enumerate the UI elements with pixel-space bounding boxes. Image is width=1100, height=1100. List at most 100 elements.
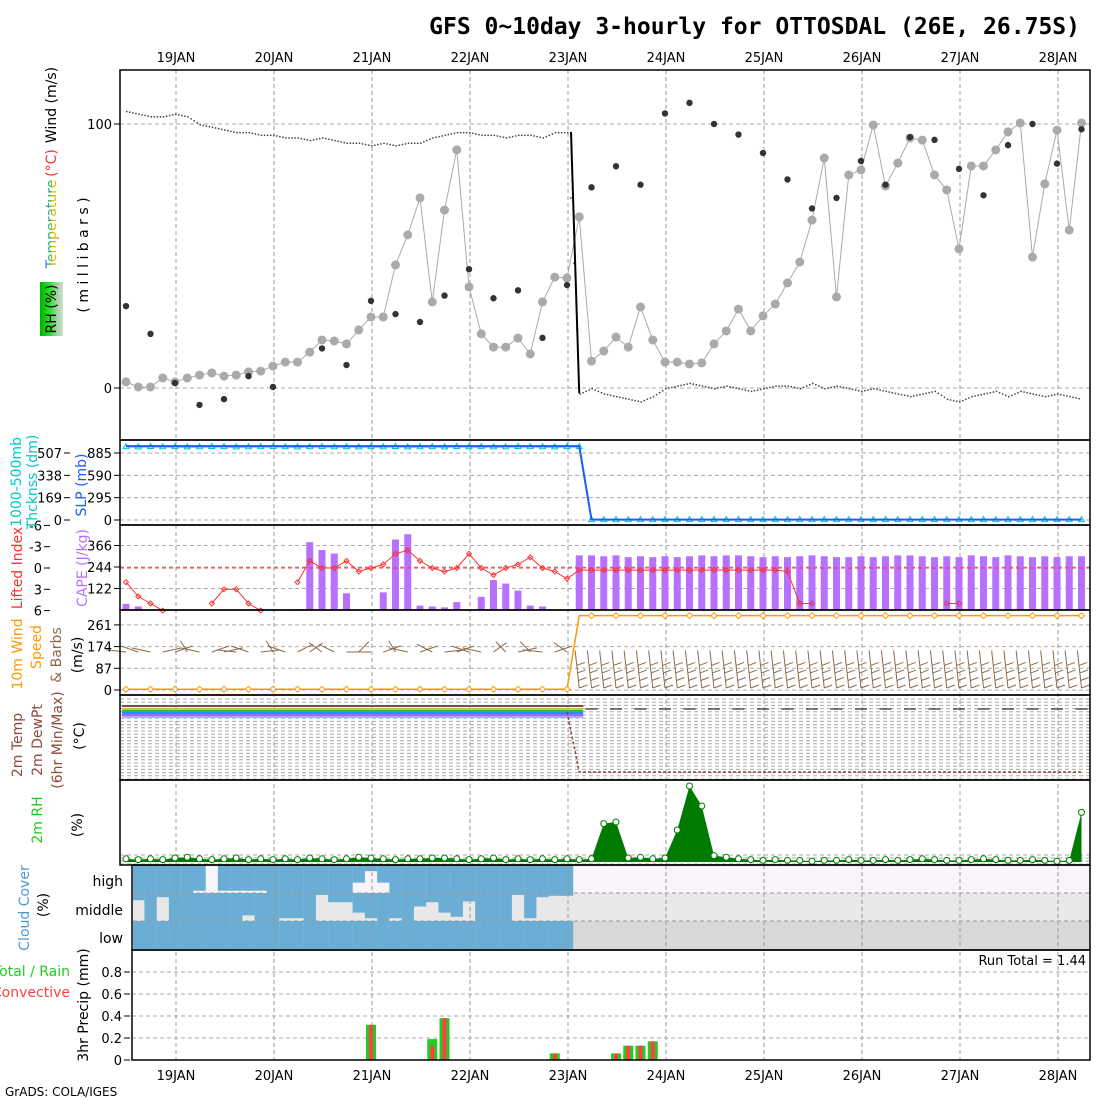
- cloud-cell-middle: [377, 893, 390, 921]
- wind-dotted-point: [294, 137, 296, 139]
- grey-series-point: [636, 302, 645, 312]
- cape-bar: [918, 556, 926, 610]
- wind-dotted-point: [977, 394, 979, 397]
- label-high: high: [92, 874, 123, 890]
- day-label-top: 22JAN: [451, 51, 490, 66]
- rh2m-point: [649, 855, 657, 863]
- wind-dotted-point: [949, 399, 952, 401]
- grey-series-point: [685, 359, 694, 369]
- wind-speed-marker: [440, 685, 449, 693]
- grey-series-point: [1064, 225, 1074, 235]
- wind-barb-flag: [626, 669, 635, 674]
- cloud-cell-middle: [364, 893, 378, 919]
- wind-dotted-point: [340, 141, 342, 143]
- rh2m-point: [404, 855, 412, 863]
- wind-barb: [807, 650, 813, 689]
- day-label-bottom: 20JAN: [255, 1069, 294, 1084]
- wind-barb: [586, 650, 592, 689]
- cloud-cell-low: [242, 921, 255, 949]
- dark-series-point: [833, 194, 840, 202]
- rh2m-point: [686, 782, 693, 790]
- wind-speed-marker: [1004, 611, 1012, 620]
- label-temperature: Temperature: [44, 180, 60, 270]
- wind-dotted-point: [925, 392, 927, 395]
- dark-series-point: [1029, 120, 1036, 128]
- rh2m-point: [735, 855, 742, 863]
- wind-barb: [451, 645, 470, 653]
- cape-bar: [122, 603, 130, 610]
- grey-series-point: [317, 335, 327, 345]
- wind-barb-flag: [994, 677, 1004, 681]
- cloud-cell-middle: [328, 893, 341, 903]
- grey-series-point: [660, 357, 670, 367]
- rh2m-point: [820, 856, 828, 864]
- rh2m-point: [318, 855, 326, 863]
- cape-bar: [134, 606, 142, 610]
- li-marker: [698, 566, 705, 574]
- wind-speed-marker: [710, 611, 718, 620]
- rh2m-point: [392, 856, 399, 864]
- wind-barb-flag: [896, 677, 906, 681]
- cape-bar: [980, 556, 987, 610]
- dark-series-point: [612, 163, 620, 170]
- cape-bar: [710, 556, 718, 610]
- wind-dotted-point: [763, 388, 765, 390]
- wind-dotted-point: [609, 394, 612, 397]
- wind-speed-marker: [146, 685, 155, 693]
- wind-dotted-point: [1020, 390, 1022, 393]
- wind-speed-marker: [489, 685, 498, 693]
- wind-barb: [1052, 650, 1058, 689]
- wind-dotted-point: [674, 386, 676, 388]
- wind-barb-flag: [603, 684, 612, 689]
- rh2m-point: [918, 855, 926, 863]
- wind-dotted-point: [1029, 392, 1031, 395]
- wind-dotted-point: [815, 384, 817, 386]
- li-line: [297, 549, 812, 604]
- label-wind: Wind (m/s): [44, 67, 60, 143]
- wind-barb-flag: [701, 684, 710, 689]
- cloud-cell-middle: [560, 893, 574, 896]
- wind-dotted-point: [619, 396, 621, 399]
- wind-dotted-point: [775, 385, 777, 387]
- wind-barb-flag: [762, 684, 772, 689]
- cape-bar: [624, 557, 632, 610]
- label-millibars: ( m i l l i b a r s ): [76, 197, 92, 312]
- wind-dotted-point: [955, 400, 958, 403]
- cloud-cell-low: [144, 921, 157, 949]
- wind-barb: [1003, 650, 1009, 689]
- wind-barb: [929, 650, 935, 689]
- wind-barb-flag: [748, 669, 758, 674]
- grey-series-point: [734, 304, 743, 314]
- wind-barb-flag: [1017, 661, 1026, 666]
- wind-dotted-point: [542, 137, 544, 139]
- rh2m-point: [453, 855, 461, 863]
- cloud-cell-middle: [536, 893, 549, 898]
- footer-credit: GrADS: COLA/IGES: [5, 1085, 117, 1099]
- wind-barb-flag: [590, 677, 599, 681]
- wind-barb-flag: [847, 677, 857, 681]
- wind-dotted-point: [499, 135, 502, 138]
- grey-series-point: [966, 161, 976, 171]
- rh2m-point: [575, 856, 583, 864]
- li-marker: [208, 600, 215, 607]
- rh2m-point: [147, 855, 154, 863]
- precip-convective-bar: [614, 1053, 618, 1060]
- grey-series-point: [415, 193, 425, 203]
- dark-series-point: [588, 184, 595, 191]
- dark-series-point: [318, 345, 326, 352]
- grey-series-point: [391, 260, 400, 270]
- label-total-rain: Total / Rain: [0, 964, 70, 980]
- wind-barb: [905, 650, 911, 689]
- cape-bar: [1016, 556, 1024, 610]
- wind-dotted-point: [349, 142, 352, 144]
- dark-series-point: [514, 287, 522, 294]
- wind-barb-flag: [663, 669, 672, 674]
- cloud-cell-low: [487, 921, 500, 949]
- grey-series-point: [856, 165, 866, 175]
- cloud-cell-high: [315, 865, 329, 893]
- grey-series-point: [648, 335, 658, 345]
- wind-barb: [574, 650, 580, 689]
- rh2m-point: [845, 856, 853, 864]
- wind-barb: [844, 650, 850, 689]
- wind-barb: [611, 650, 617, 689]
